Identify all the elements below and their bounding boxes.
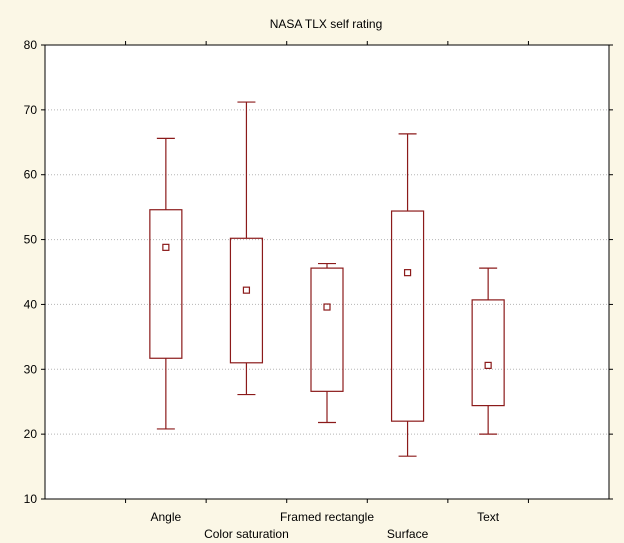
box-body — [390, 210, 425, 422]
box-1 — [149, 137, 183, 430]
median-marker — [484, 361, 492, 369]
box-body — [471, 299, 505, 407]
median-marker — [323, 303, 331, 311]
category-labels: Angle Color saturation Framed rectangle Sur… — [151, 510, 500, 541]
y-tick-label: 10 — [24, 492, 38, 506]
plot-area — [45, 45, 609, 499]
axes — [44, 44, 610, 500]
y-tick-label: 30 — [24, 362, 38, 376]
category-label: Text — [477, 510, 500, 524]
category-label: Surface — [387, 527, 429, 541]
y-axis-ticks: 10 20 30 40 50 60 70 80 — [24, 38, 613, 506]
category-label: Angle — [151, 510, 182, 524]
box-2 — [229, 101, 264, 396]
box-body — [229, 237, 264, 364]
box-3 — [310, 262, 344, 424]
median-marker — [403, 269, 412, 277]
box-4 — [390, 133, 425, 457]
box-body — [310, 267, 344, 392]
y-tick-label: 50 — [24, 233, 38, 247]
median-marker — [242, 286, 251, 294]
grid-lines — [45, 45, 609, 499]
median-marker — [162, 243, 170, 251]
boxes — [149, 101, 505, 457]
category-label: Framed rectangle — [280, 510, 374, 524]
y-tick-label: 80 — [24, 38, 38, 52]
x-axis-ticks — [125, 41, 529, 503]
box-body — [149, 209, 183, 359]
y-tick-label: 20 — [24, 427, 38, 441]
chart-title: NASA TLX self rating — [270, 17, 383, 31]
y-tick-label: 40 — [24, 297, 38, 311]
plot-frame — [44, 44, 610, 500]
box-5 — [471, 267, 505, 435]
y-tick-label: 70 — [24, 103, 38, 117]
y-tick-label: 60 — [24, 168, 38, 182]
category-label: Color saturation — [204, 527, 289, 541]
